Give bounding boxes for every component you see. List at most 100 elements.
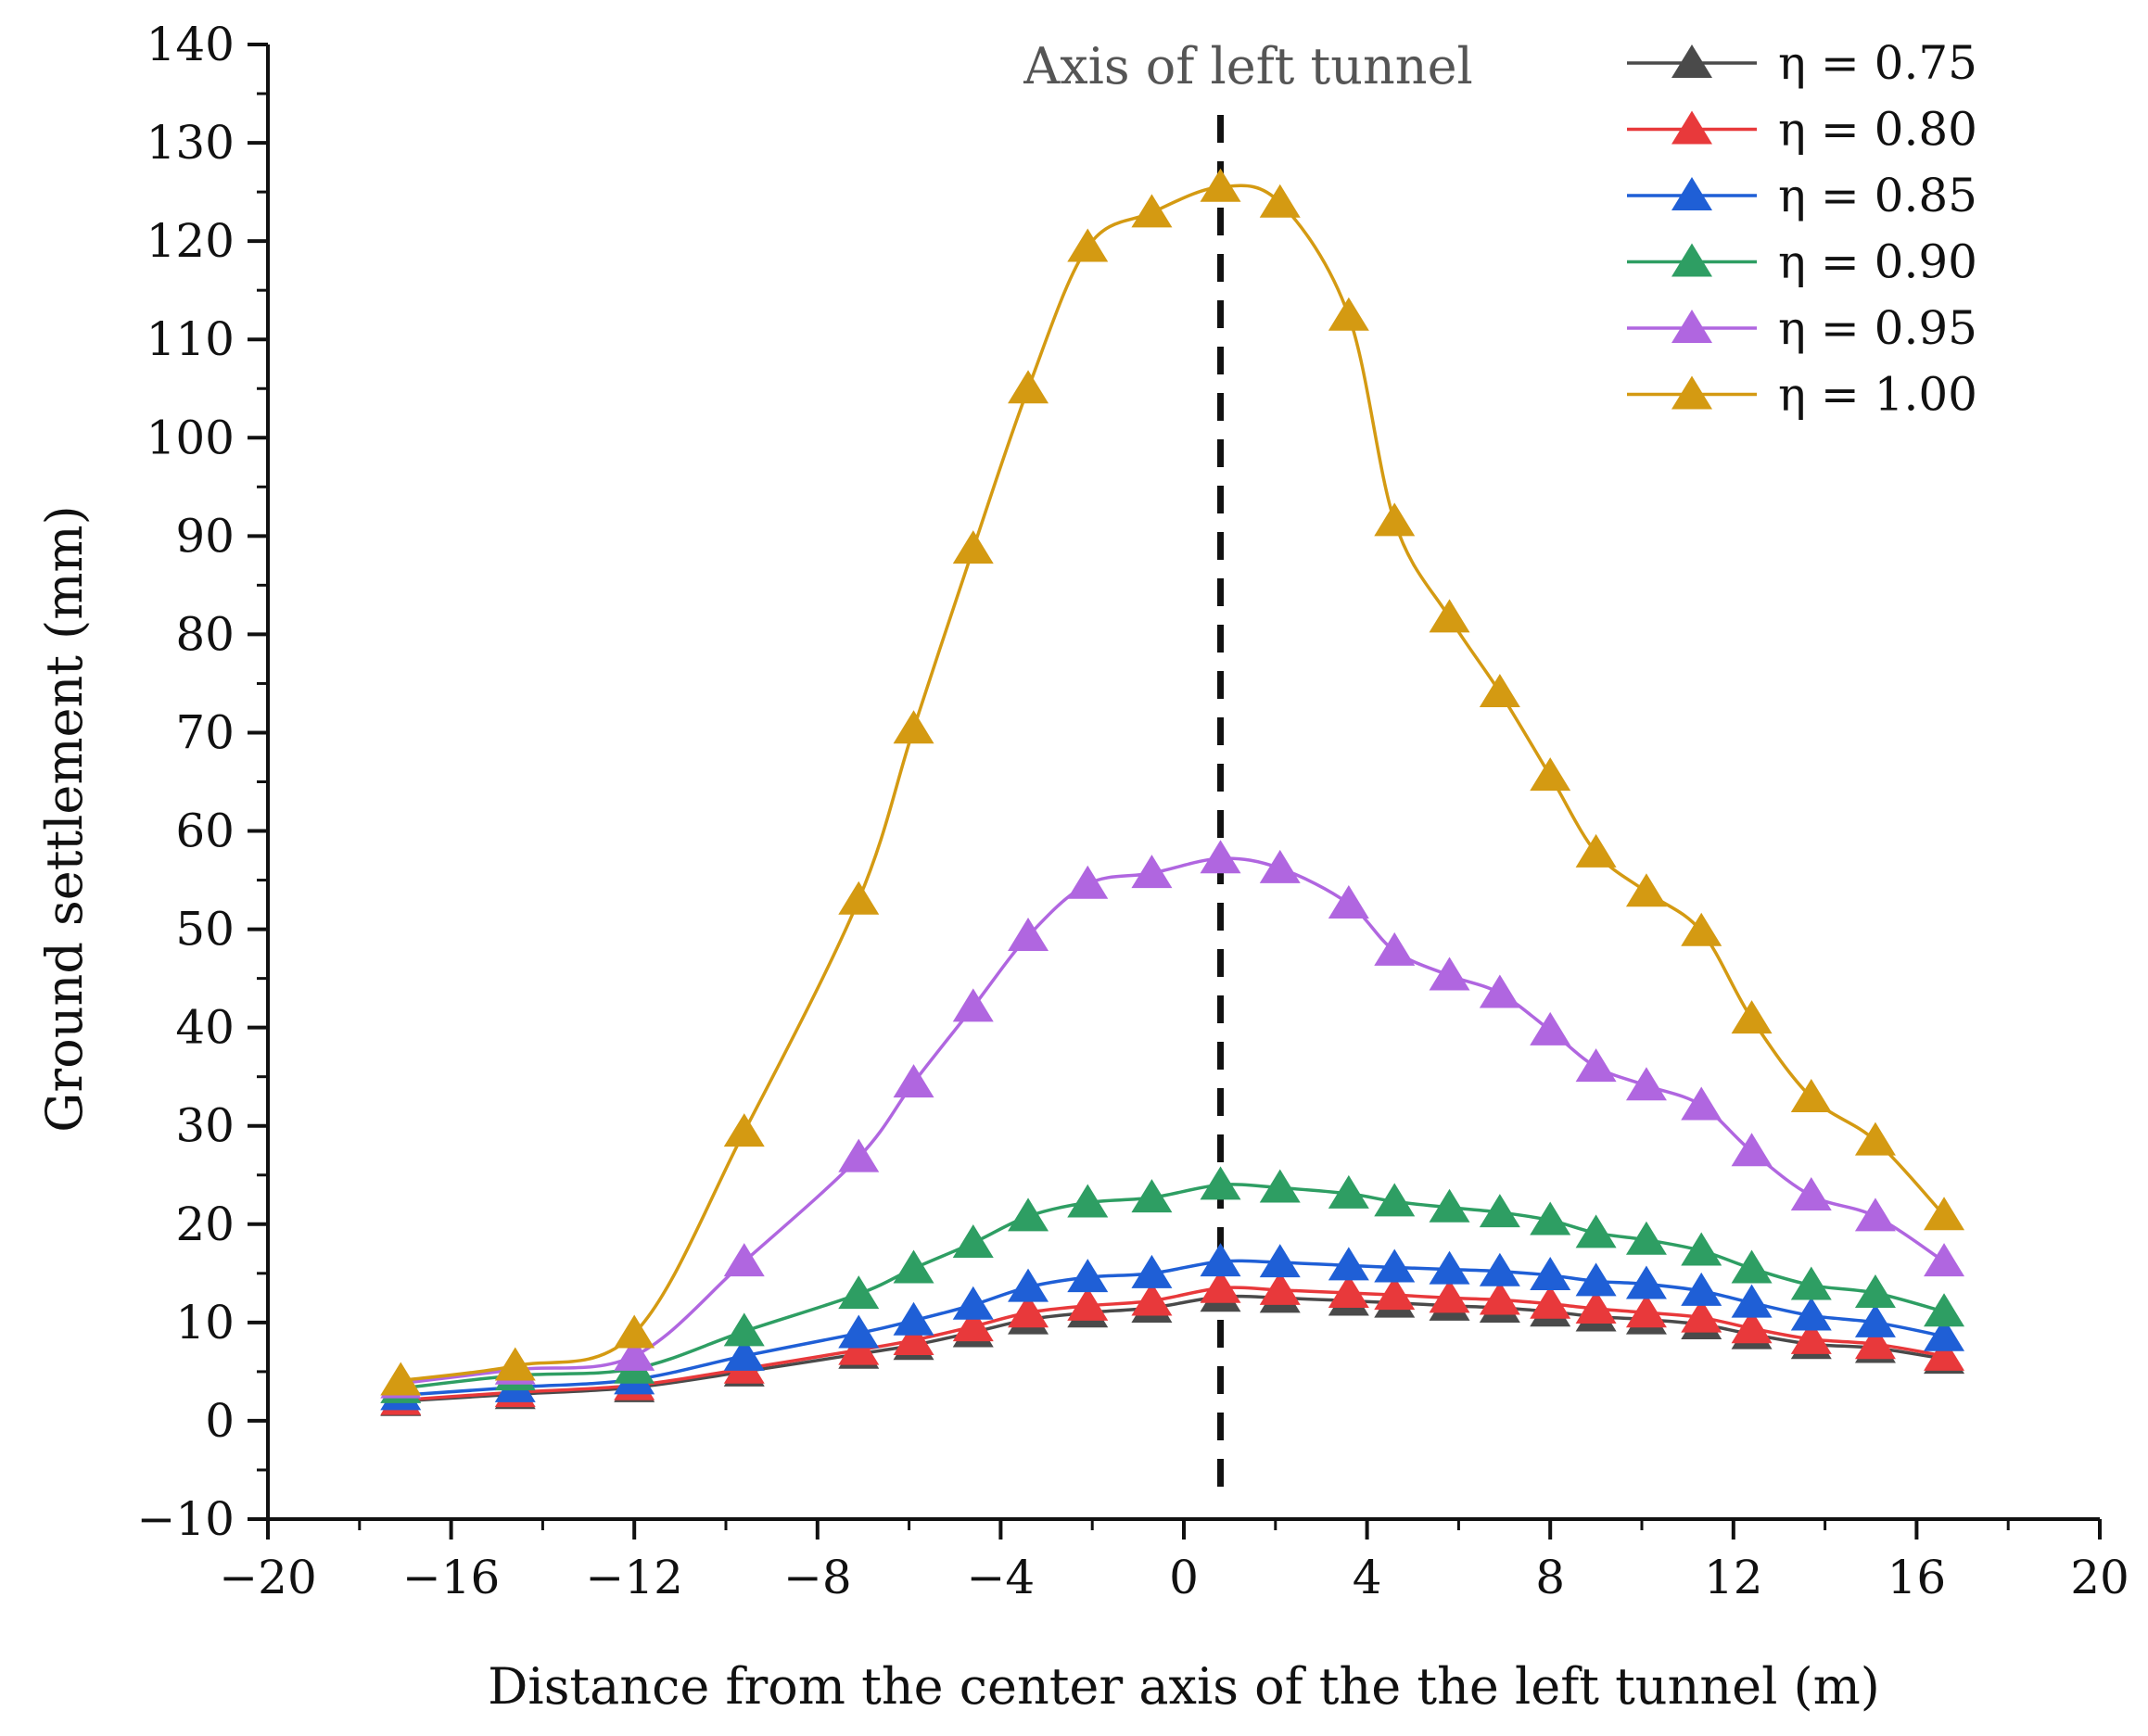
data-point-marker xyxy=(1429,1279,1470,1313)
data-point-marker xyxy=(723,1113,765,1147)
legend-item: η = 0.80 xyxy=(1627,103,1977,157)
y-tick-label: 60 xyxy=(175,805,235,858)
data-point-marker xyxy=(1259,1169,1301,1203)
data-point-marker xyxy=(893,1064,934,1098)
data-point-marker xyxy=(952,988,994,1022)
data-point-marker xyxy=(1625,1294,1667,1328)
data-point-marker xyxy=(1374,1276,1416,1311)
legend-item: η = 0.95 xyxy=(1627,301,1977,355)
data-point-marker xyxy=(1429,1250,1470,1285)
data-point-marker xyxy=(1008,1197,1049,1232)
data-point-marker xyxy=(1131,1179,1173,1213)
data-point-marker xyxy=(1681,912,1722,946)
data-point-marker xyxy=(1924,1317,1965,1351)
x-tick-label: −20 xyxy=(219,1551,317,1604)
data-point-marker xyxy=(1681,1232,1722,1266)
data-point-marker xyxy=(1575,1262,1617,1297)
data-point-marker xyxy=(1328,1247,1369,1281)
data-point-marker xyxy=(1530,1201,1571,1235)
data-point-marker xyxy=(614,1337,655,1371)
x-tick-label: 4 xyxy=(1353,1551,1382,1604)
y-tick-label: 110 xyxy=(146,312,235,366)
data-point-marker xyxy=(838,1331,880,1365)
y-tick-label: 30 xyxy=(175,1099,235,1153)
y-tick-label: 130 xyxy=(146,116,235,170)
data-point-marker xyxy=(838,881,880,915)
data-point-marker xyxy=(1259,849,1301,883)
data-point-marker xyxy=(1854,1303,1896,1337)
data-point-marker xyxy=(1924,1293,1965,1327)
legend-marker xyxy=(1671,44,1712,78)
data-point-marker xyxy=(1008,1294,1049,1328)
data-point-marker xyxy=(1067,1184,1109,1218)
data-point-marker xyxy=(1200,840,1241,874)
legend-item: η = 1.00 xyxy=(1627,368,1977,422)
legend-marker xyxy=(1671,110,1712,145)
data-point-marker xyxy=(1790,1177,1832,1211)
data-point-marker xyxy=(1328,1274,1369,1309)
data-point-marker xyxy=(1790,1320,1832,1354)
data-point-marker xyxy=(1131,1254,1173,1288)
data-point-marker xyxy=(1429,599,1470,633)
data-point-marker xyxy=(723,1243,765,1277)
data-point-marker xyxy=(1067,1286,1109,1321)
y-axis-title: Ground settlement (mm) xyxy=(35,505,94,1132)
data-point-marker xyxy=(1790,1266,1832,1300)
series-group xyxy=(380,168,1965,1416)
x-tick-label: 12 xyxy=(1704,1551,1763,1604)
legend-label: η = 0.95 xyxy=(1778,301,1977,355)
y-tick-label: 10 xyxy=(175,1296,235,1350)
legend-label: η = 0.90 xyxy=(1778,235,1977,289)
data-point-marker xyxy=(1681,1272,1722,1306)
data-point-marker xyxy=(1924,1337,1965,1371)
data-point-marker xyxy=(1625,1067,1667,1101)
data-point-marker xyxy=(1479,1281,1520,1315)
data-point-marker xyxy=(1131,194,1173,228)
data-point-marker xyxy=(1374,1183,1416,1217)
x-axis-title: Distance from the center axis of the the… xyxy=(488,1657,1880,1716)
data-point-marker xyxy=(1067,1259,1109,1293)
data-point-marker xyxy=(1200,1166,1241,1200)
data-point-marker xyxy=(494,1347,536,1381)
data-point-marker xyxy=(838,1314,880,1349)
data-point-marker xyxy=(1008,1268,1049,1302)
data-point-marker xyxy=(1008,918,1049,952)
data-point-marker xyxy=(1790,1078,1832,1112)
data-point-marker xyxy=(723,1337,765,1371)
data-point-marker xyxy=(1854,1325,1896,1360)
x-tick-label: −4 xyxy=(967,1551,1036,1604)
data-point-marker xyxy=(1924,1243,1965,1277)
data-point-marker xyxy=(1575,1214,1617,1248)
legend-marker xyxy=(1671,310,1712,343)
data-point-marker xyxy=(1530,1011,1571,1045)
y-tick-label: 70 xyxy=(175,705,235,759)
data-point-marker xyxy=(1924,1197,1965,1231)
legend-item: η = 0.75 xyxy=(1627,36,1977,90)
legend-label: η = 0.85 xyxy=(1778,169,1977,222)
x-tick-label: 20 xyxy=(2070,1551,2129,1604)
data-point-marker xyxy=(1259,184,1301,218)
data-point-marker xyxy=(1575,1290,1617,1324)
data-point-marker xyxy=(1530,757,1571,792)
y-tick-label: 100 xyxy=(146,411,235,464)
data-point-marker xyxy=(1530,1285,1571,1319)
legend-marker xyxy=(1671,177,1712,210)
data-point-marker xyxy=(1575,833,1617,868)
data-point-marker xyxy=(838,1138,880,1172)
data-point-marker xyxy=(1681,1299,1722,1333)
tunnel-axis-annotation: Axis of left tunnel xyxy=(1023,37,1473,1488)
y-tick-label: 80 xyxy=(175,607,235,661)
data-point-marker xyxy=(1854,1274,1896,1309)
data-point-marker xyxy=(1067,865,1109,899)
data-point-marker xyxy=(1200,168,1241,202)
data-point-marker xyxy=(1479,974,1520,1008)
x-tick-label: −8 xyxy=(783,1551,852,1604)
data-point-marker xyxy=(1259,1244,1301,1278)
y-tick-label: −10 xyxy=(136,1492,235,1546)
data-point-marker xyxy=(1731,1133,1773,1167)
y-tick-label: 50 xyxy=(175,903,235,957)
y-tick-label: 20 xyxy=(175,1197,235,1251)
data-point-marker xyxy=(952,1223,994,1258)
